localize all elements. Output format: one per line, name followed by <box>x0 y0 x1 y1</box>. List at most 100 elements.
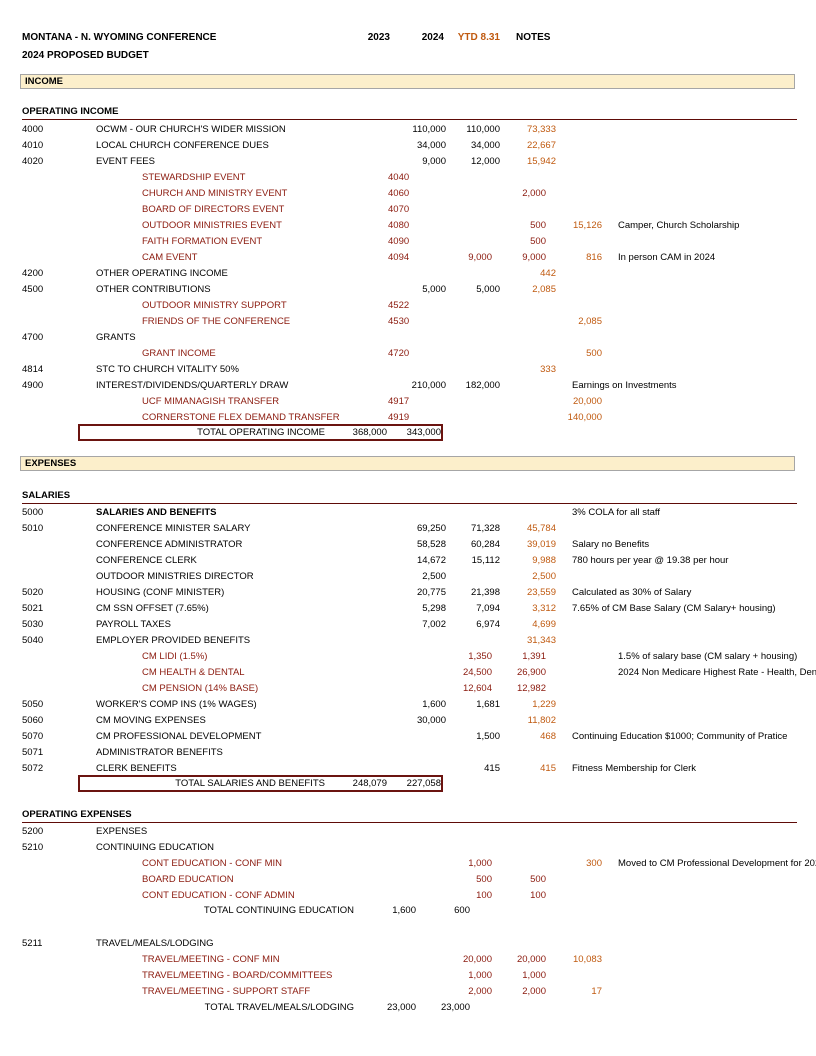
account-description: CHURCH AND MINISTRY EVENT <box>142 188 288 199</box>
account-description: CONFERENCE CLERK <box>96 555 197 566</box>
account-description: TRAVEL/MEETING - BOARD/COMMITTEES <box>142 970 333 981</box>
table-row: TRAVEL/MEETING - CONF MIN 20,000 20,000 10,… <box>22 952 802 968</box>
account-code: 5030 <box>22 619 44 630</box>
table-row: CONT EDUCATION - CONF MIN 1,000 300 Moved t… <box>22 856 816 872</box>
table-row: CAM EVENT 4094 9,000 9,000 816 In person CAM … <box>22 250 802 266</box>
table-row: 4010 LOCAL CHURCH CONFERENCE DUES 34,000 34… <box>22 138 802 154</box>
table-row: CONFERENCE ADMINISTRATOR 58,528 60,284 39,0… <box>22 537 802 553</box>
value-2024: 60,284 <box>470 539 500 550</box>
account-code: 4000 <box>22 124 44 135</box>
sub-account-code: 4090 <box>388 236 410 247</box>
value-ytd: 300 <box>586 858 602 869</box>
value-2023: 1,350 <box>468 651 492 662</box>
account-description: OUTDOOR MINISTRY SUPPORT <box>142 300 287 311</box>
account-description: GRANTS <box>96 332 136 343</box>
table-row: 5210 CONTINUING EDUCATION <box>22 840 802 856</box>
value-2024: 26,900 <box>516 667 546 678</box>
account-code: 4814 <box>22 364 44 375</box>
value-ytd: 23,559 <box>526 587 556 598</box>
sub-account-code: 4917 <box>388 396 410 407</box>
account-code: 4200 <box>22 268 44 279</box>
account-code: 4010 <box>22 140 44 151</box>
value-2024: 15,112 <box>471 555 500 566</box>
sub-account-code: 4040 <box>388 172 410 183</box>
account-description: CONT EDUCATION - CONF ADMIN <box>142 890 295 901</box>
table-row: 5040 EMPLOYER PROVIDED BENEFITS 31,343 <box>22 633 802 649</box>
table-row: GRANT INCOME 4720 500 <box>22 346 802 362</box>
section-header-operating-expenses: OPERATING EXPENSES <box>22 808 797 823</box>
account-description: HOUSING (CONF MINISTER) <box>96 587 225 598</box>
value-ytd: 9,988 <box>532 555 556 566</box>
account-description: CONT EDUCATION - CONF MIN <box>142 858 283 869</box>
value-ytd: 140,000 <box>567 412 602 423</box>
value-2024: 182,000 <box>465 380 500 391</box>
value-ytd: 1,229 <box>532 699 556 710</box>
value-2023: 100 <box>476 890 492 901</box>
value-ytd: 22,667 <box>526 140 556 151</box>
value-2024: 7,094 <box>476 603 500 614</box>
table-row: 4200 OTHER OPERATING INCOME 442 <box>22 266 802 282</box>
column-header-2023: 2023 <box>367 32 390 43</box>
account-description: TRAVEL/MEETING - CONF MIN <box>142 954 280 965</box>
value-2024: 500 <box>530 874 546 885</box>
account-description: EXPENSES <box>96 826 148 837</box>
value-ytd: 333 <box>540 364 556 375</box>
account-description: CM PROFESSIONAL DEVELOPMENT <box>96 731 262 742</box>
value-2023: 2,500 <box>422 571 446 582</box>
value-2023: 7,002 <box>422 619 446 630</box>
account-description: BOARD OF DIRECTORS EVENT <box>142 204 285 215</box>
value-2024: 20,000 <box>516 954 546 965</box>
table-row: FRIENDS OF THE CONFERENCE 4530 2,085 <box>22 314 802 330</box>
value-ytd: 3,312 <box>532 603 556 614</box>
total-salaries-2023: 248,079 <box>352 778 387 789</box>
table-row: 5030 PAYROLL TAXES 7,002 6,974 4,699 <box>22 617 802 633</box>
account-description: WORKER'S COMP INS (1% WAGES) <box>96 699 257 710</box>
total-continuing-education-label: TOTAL CONTINUING EDUCATION <box>203 905 354 916</box>
value-ytd: 11,802 <box>527 715 556 726</box>
note-text: 1.5% of salary base (CM salary + housing… <box>618 651 798 662</box>
total-operating-income-2024: 343,000 <box>406 427 441 438</box>
table-row: CHURCH AND MINISTRY EVENT 4060 2,000 <box>22 186 802 202</box>
total-operating-income-2023: 368,000 <box>352 427 387 438</box>
table-row: 5060 CM MOVING EXPENSES 30,000 11,802 <box>22 713 802 729</box>
value-2023: 1,000 <box>468 970 492 981</box>
account-code: 4500 <box>22 284 44 295</box>
sub-account-code: 4720 <box>388 348 410 359</box>
account-code: 5020 <box>22 587 44 598</box>
account-description: TRAVEL/MEALS/LODGING <box>96 938 214 949</box>
table-row: 5010 CONFERENCE MINISTER SALARY 69,250 71,3… <box>22 521 802 537</box>
value-2023: 110,000 <box>412 124 446 135</box>
value-2023: 5,000 <box>422 284 446 295</box>
total-operating-income-row: TOTAL OPERATING INCOME 368,000 343,000 <box>80 426 441 439</box>
value-2024: 1,000 <box>522 970 546 981</box>
value-2024: 1,391 <box>522 651 546 662</box>
table-operating-income: 4000 OCWM - OUR CHURCH'S WIDER MISSION 110… <box>22 122 802 426</box>
table-row: 4700 GRANTS <box>22 330 802 346</box>
sub-account-code: 4080 <box>388 220 410 231</box>
account-description: PAYROLL TAXES <box>96 619 171 630</box>
table-row: 4500 OTHER CONTRIBUTIONS 5,000 5,000 2,085 <box>22 282 802 298</box>
value-ytd: 20,000 <box>572 396 602 407</box>
value-2023: 1,600 <box>422 699 446 710</box>
value-2024: 6,974 <box>476 619 500 630</box>
sub-account-code: 4070 <box>388 204 410 215</box>
value-2024: 12,000 <box>470 156 500 167</box>
total-continuing-education: TOTAL CONTINUING EDUCATION 1,600 600 <box>22 903 802 919</box>
value-ytd: 4,699 <box>532 619 556 630</box>
page-title: MONTANA - N. WYOMING CONFERENCE <box>22 32 217 43</box>
value-2023: 34,000 <box>416 140 446 151</box>
value-2023: 9,000 <box>468 252 492 263</box>
value-2024: 110,000 <box>466 124 500 135</box>
table-row: 4900 INTEREST/DIVIDENDS/QUARTERLY DRAW 210… <box>22 378 802 394</box>
account-code: 5211 <box>22 938 43 949</box>
section-banner-expenses: EXPENSES <box>20 456 795 471</box>
value-2023: 69,250 <box>416 523 446 534</box>
value-ytd: 2,085 <box>532 284 556 295</box>
value-2024: 12,982 <box>516 683 546 694</box>
account-code: 5072 <box>22 763 44 774</box>
account-description: CM HEALTH & DENTAL <box>142 667 245 678</box>
column-header-notes: NOTES <box>516 32 551 43</box>
account-description: TRAVEL/MEETING - SUPPORT STAFF <box>142 986 311 997</box>
note-text: Calculated as 30% of Salary <box>572 587 692 598</box>
